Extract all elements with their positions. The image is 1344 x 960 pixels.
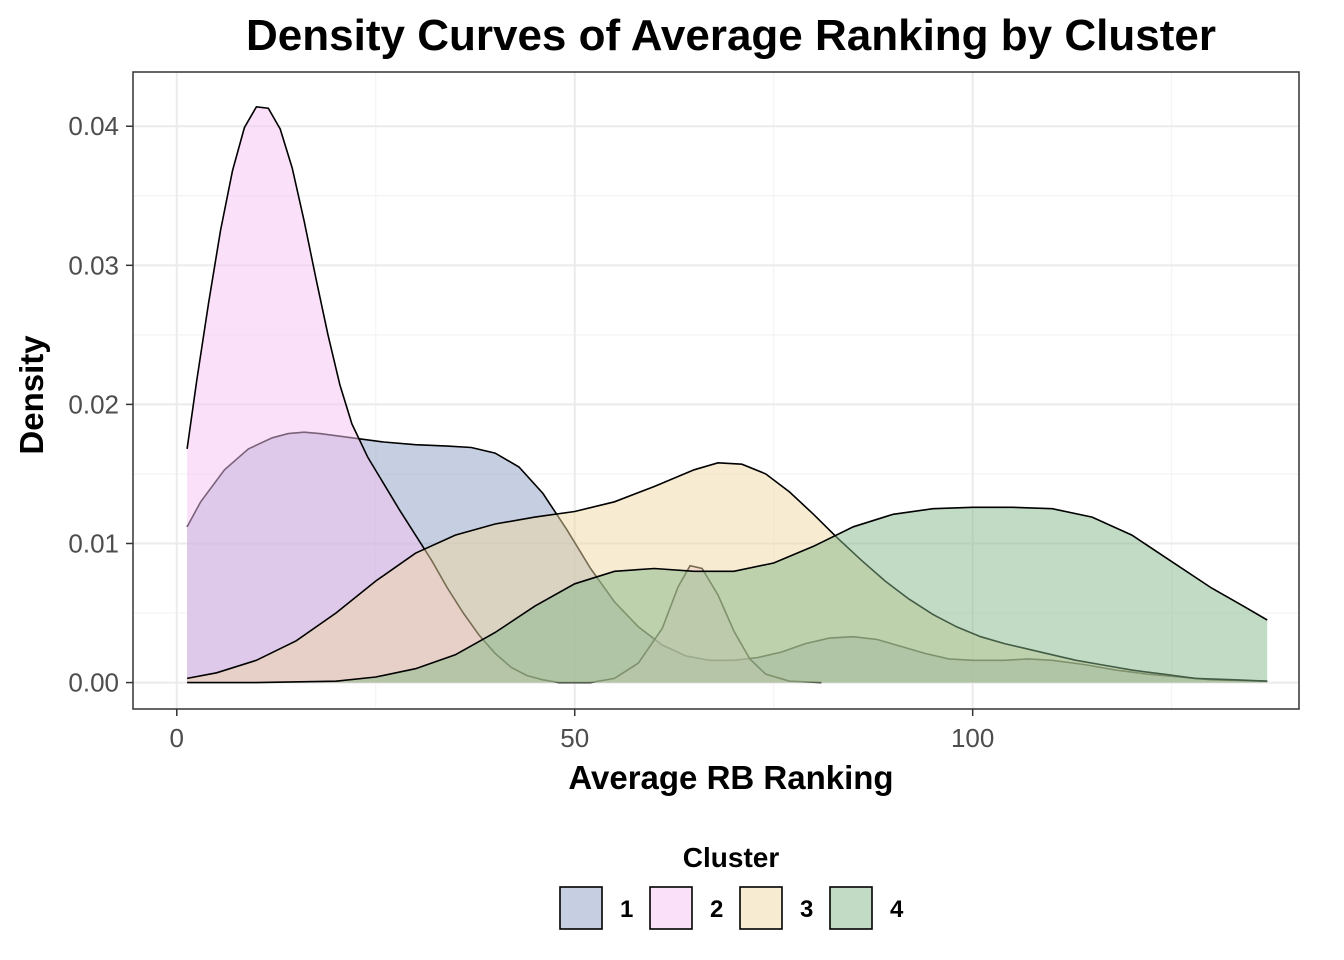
x-tick-label: 100: [951, 723, 994, 753]
x-tick-label: 50: [560, 723, 589, 753]
y-tick-label: 0.04: [68, 111, 119, 141]
chart-title: Density Curves of Average Ranking by Clu…: [246, 11, 1216, 60]
legend-label: 3: [800, 896, 813, 923]
y-tick-label: 0.01: [68, 528, 119, 558]
legend-items: 1 2 3 4: [559, 886, 904, 930]
x-axis-label: Average RB Ranking: [568, 759, 893, 796]
legend: Cluster 1 2 3 4: [559, 842, 904, 930]
legend-item-1: 1: [559, 886, 633, 930]
legend-title: Cluster: [683, 842, 780, 873]
y-axis-label: Density: [13, 335, 50, 455]
x-axis-ticks: 0 50 100: [170, 709, 994, 753]
legend-key: [739, 886, 783, 930]
legend-label: 2: [710, 896, 723, 923]
x-tick-label: 0: [170, 723, 184, 753]
legend-item-4: 4: [829, 886, 904, 930]
legend-key: [649, 886, 693, 930]
legend-label: 1: [620, 896, 633, 923]
density-area-cluster-2: [187, 106, 822, 683]
y-tick-label: 0.02: [68, 389, 119, 419]
legend-key: [829, 886, 873, 930]
density-line-cluster-4: [187, 506, 1268, 684]
density-areas: [186, 105, 1268, 684]
legend-label: 4: [890, 896, 904, 923]
legend-key: [559, 886, 603, 930]
density-area-cluster-4: [187, 507, 1268, 683]
plot-panel-border: [132, 71, 1300, 710]
legend-item-2: 2: [649, 886, 723, 930]
y-tick-label: 0.03: [68, 250, 119, 280]
y-axis-ticks: 0.00 0.01 0.02 0.03 0.04: [68, 111, 133, 698]
y-tick-label: 0.00: [68, 668, 119, 698]
legend-item-3: 3: [739, 886, 813, 930]
